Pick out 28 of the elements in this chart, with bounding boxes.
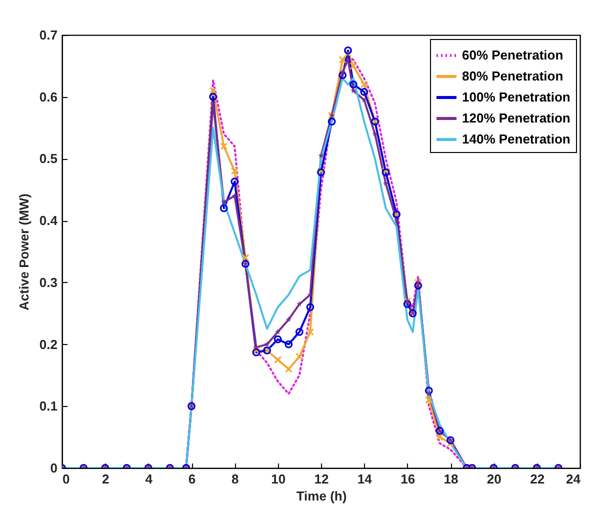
x-tick-label: 0 [62,472,70,486]
x-tick-label: 6 [188,472,196,486]
legend-label: 120% Penetration [462,110,570,126]
x-tick-label: 4 [145,472,154,486]
y-tick-label: 0.1 [39,398,58,414]
x-axis-title: Time (h) [296,488,347,504]
x-tick-label: 8 [232,472,239,486]
x-tick-label: 14 [357,472,373,486]
y-tick-label: 0.5 [39,151,58,166]
y-tick-label: 0.3 [39,274,58,290]
x-tick-label: 22 [530,472,545,486]
y-tick-label: 0.4 [39,213,58,228]
y-tick-label: 0 [50,460,58,476]
y-tick-label: 0.7 [39,28,58,42]
y-axis-title: Active Power (MW) [16,193,32,311]
legend-label: 100% Penetration [462,90,570,104]
legend-label: 140% Penetration [462,132,570,146]
y-tick-label: 0.2 [39,336,58,352]
legend-label: 60% Penetration [462,48,564,62]
legend-label: 80% Penetration [462,68,564,84]
x-tick-label: 12 [314,472,329,486]
x-tick-label: 20 [486,472,502,486]
x-tick-label: 24 [566,472,582,486]
x-tick-label: 18 [444,472,458,486]
x-tick-label: 16 [400,472,416,486]
x-tick-label: 10 [271,472,286,486]
y-tick-label: 0.6 [39,89,58,104]
x-tick-label: 2 [102,472,110,486]
